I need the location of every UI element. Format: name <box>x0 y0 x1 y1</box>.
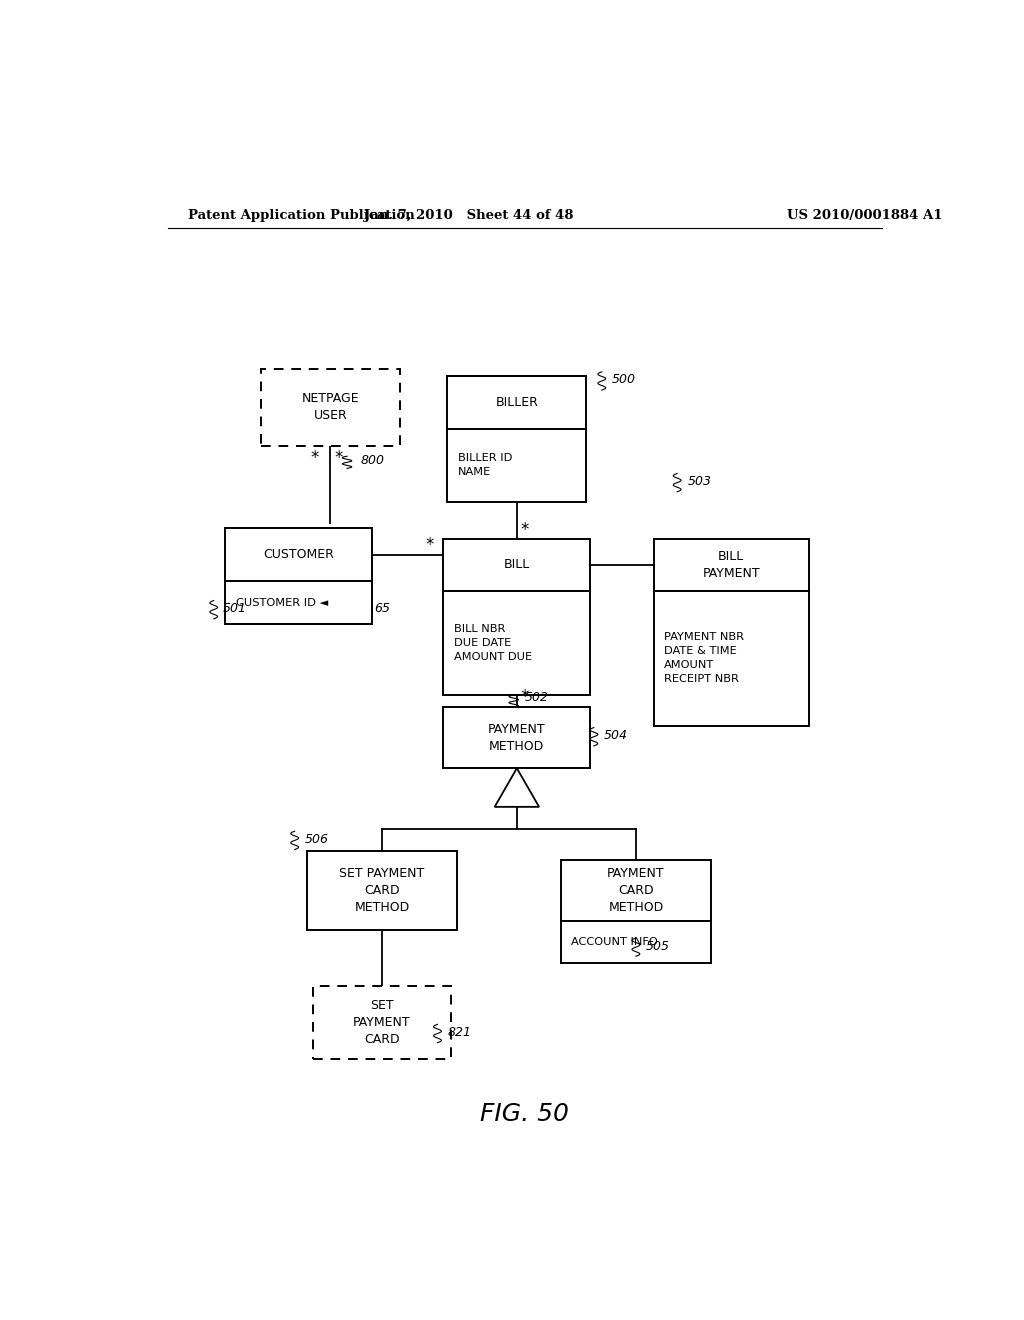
Text: BILL
PAYMENT: BILL PAYMENT <box>702 550 760 579</box>
Text: *: * <box>520 521 529 540</box>
Text: SET
PAYMENT
CARD: SET PAYMENT CARD <box>353 999 411 1045</box>
Text: 502: 502 <box>524 690 549 704</box>
Text: 503: 503 <box>687 475 712 488</box>
Text: CUSTOMER: CUSTOMER <box>263 548 334 561</box>
Bar <box>443 708 590 768</box>
Bar <box>443 591 590 696</box>
Text: PAYMENT
METHOD: PAYMENT METHOD <box>488 723 546 752</box>
Text: BILLER: BILLER <box>496 396 539 409</box>
Text: *: * <box>425 536 433 553</box>
Text: *: * <box>310 449 318 467</box>
Text: *: * <box>520 688 529 706</box>
Text: SET PAYMENT
CARD
METHOD: SET PAYMENT CARD METHOD <box>339 867 425 913</box>
Bar <box>560 859 712 921</box>
Bar <box>306 850 458 929</box>
Text: 500: 500 <box>612 374 636 387</box>
Text: 504: 504 <box>604 729 628 742</box>
Bar <box>560 921 712 964</box>
Bar <box>653 591 809 726</box>
Bar <box>443 539 590 591</box>
Bar <box>225 528 372 581</box>
Text: 821: 821 <box>447 1026 472 1039</box>
Bar <box>261 370 399 446</box>
Text: Jan. 7, 2010   Sheet 44 of 48: Jan. 7, 2010 Sheet 44 of 48 <box>365 209 574 222</box>
Text: US 2010/0001884 A1: US 2010/0001884 A1 <box>786 209 942 222</box>
Text: PAYMENT NBR
DATE & TIME
AMOUNT
RECEIPT NBR: PAYMENT NBR DATE & TIME AMOUNT RECEIPT N… <box>665 632 744 685</box>
Bar <box>653 539 809 591</box>
Bar <box>225 581 372 624</box>
Text: *: * <box>334 449 342 467</box>
Text: 506: 506 <box>305 833 329 846</box>
Text: BILLER ID
NAME: BILLER ID NAME <box>458 453 512 478</box>
Text: 800: 800 <box>360 454 385 467</box>
Text: CUSTOMER ID ◄: CUSTOMER ID ◄ <box>236 598 328 607</box>
Text: NETPAGE
USER: NETPAGE USER <box>301 392 359 422</box>
Text: 65: 65 <box>374 602 390 615</box>
Text: BILL: BILL <box>504 558 530 572</box>
Text: Patent Application Publication: Patent Application Publication <box>187 209 415 222</box>
Text: PAYMENT
CARD
METHOD: PAYMENT CARD METHOD <box>607 867 665 913</box>
Text: 501: 501 <box>223 602 247 615</box>
Text: 505: 505 <box>646 940 671 953</box>
Text: BILL NBR
DUE DATE
AMOUNT DUE: BILL NBR DUE DATE AMOUNT DUE <box>454 624 531 663</box>
Bar <box>447 376 587 429</box>
Text: ACCOUNT INFO: ACCOUNT INFO <box>570 937 657 946</box>
Bar <box>312 986 452 1059</box>
Text: FIG. 50: FIG. 50 <box>480 1102 569 1126</box>
Bar <box>447 429 587 502</box>
